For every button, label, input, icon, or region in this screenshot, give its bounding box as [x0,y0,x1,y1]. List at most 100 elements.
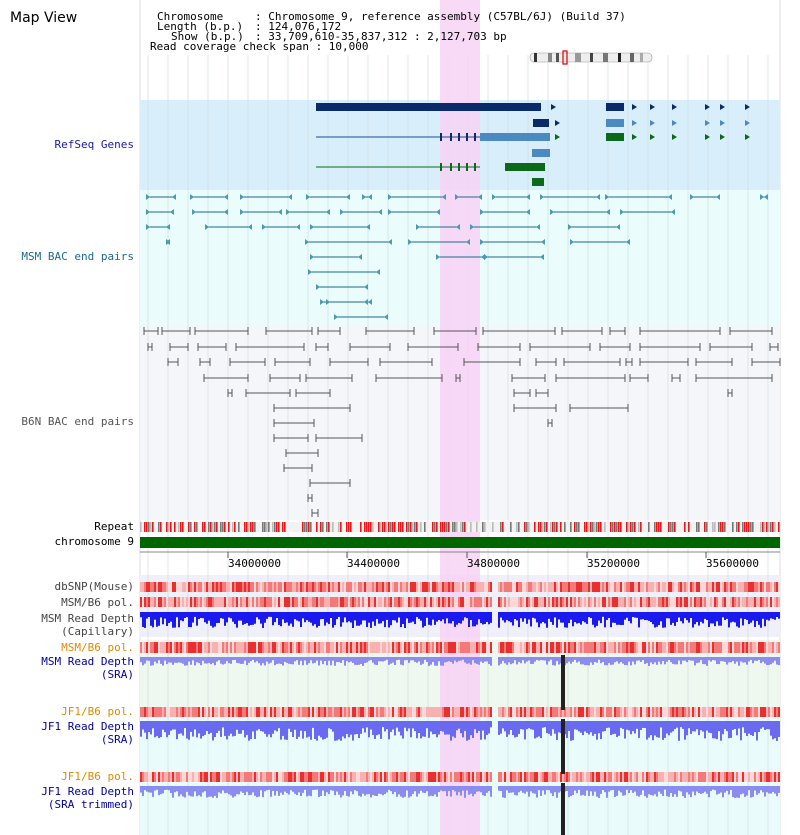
depth-bar [572,612,574,627]
depth-bar [598,612,600,621]
heat-mark [700,597,702,607]
heat-mark [466,597,468,607]
heat-mark [302,707,304,717]
heat-mark [372,642,374,653]
heat-mark [622,642,624,653]
repeat-mark [638,522,640,532]
msm-bac-track-label[interactable]: MSM BAC end pairs [21,250,134,263]
depth-bar [404,657,406,661]
heat-mark [172,597,174,607]
depth-bar [590,721,592,733]
heat-mark [346,597,348,607]
heat-mark [220,642,222,653]
depth-bar [350,786,352,792]
heat-mark [388,707,390,717]
heat-mark [556,582,558,592]
depth-bar [216,612,218,624]
heat-mark [238,642,240,653]
depth-bar [770,786,772,794]
heat-mark [618,597,620,607]
depth-bar [282,612,284,620]
heat-mark [246,642,248,653]
heat-mark [158,642,160,653]
repeat-mark [244,522,246,532]
depth-bar [464,786,466,798]
heat-mark [434,597,436,607]
depth-bar [630,612,632,624]
heat-mark [692,772,694,782]
heat-mark [672,707,674,717]
heat-mark [172,582,174,592]
heat-mark [624,772,626,782]
heat-mark [376,772,378,782]
heat-mark [306,707,308,717]
heat-mark [524,707,526,717]
depth-bar [352,721,354,741]
heat-mark [476,597,478,607]
depth-bar [638,721,640,738]
heat-mark [332,642,334,653]
depth-bar [730,657,732,663]
heat-mark [180,772,182,782]
gene-arrow [632,104,637,110]
heat-mark [530,597,532,607]
heat-mark [410,582,412,592]
heat-mark [746,582,748,592]
heat-mark [498,642,500,653]
heat-mark [330,597,332,607]
depth-bar [770,657,772,665]
heat-mark [562,582,564,592]
heat-mark [218,582,220,592]
heat-mark [772,642,774,653]
depth-bar [272,657,274,661]
depth-peak [561,655,565,710]
heat-mark [260,707,262,717]
heat-mark [148,707,150,717]
depth-bar [532,721,534,730]
heat-mark [632,582,634,592]
heat-mark [228,642,230,653]
repeat-mark [168,522,170,532]
b6n-bac-track-label[interactable]: B6N BAC end pairs [21,415,134,428]
heat-mark [554,597,556,607]
heat-mark [588,772,590,782]
depth-bar [256,612,258,618]
repeat-mark [510,522,512,532]
heat-mark [178,582,180,592]
depth-bar [510,657,512,665]
heat-mark [744,582,746,592]
depth-bar [652,721,654,741]
depth-bar [332,657,334,661]
depth-bar [754,721,756,733]
heat-mark [340,582,342,592]
heat-mark [662,707,664,717]
refseq-track-label[interactable]: RefSeq Genes [54,138,134,151]
bac-end-marker [620,209,624,215]
depth-bar [586,612,588,624]
depth-bar [148,721,150,733]
depth-bar [408,612,410,623]
heat-mark [374,597,376,607]
heat-mark [294,707,296,717]
heat-mark [318,597,320,607]
heat-mark [454,597,456,607]
gene-feature [606,119,624,127]
depth-bar [720,786,722,793]
repeat-mark [272,522,274,532]
heat-mark [428,642,430,653]
heat-mark [316,642,318,653]
repeat-mark [714,522,716,532]
depth-bar [284,657,286,662]
depth-bar [538,612,540,628]
heat-mark [728,772,730,782]
heat-mark [634,642,636,653]
depth-bar [428,721,430,738]
heat-mark [664,707,666,717]
heat-mark [310,597,312,607]
depth-bar [234,721,236,736]
depth-bar [304,786,306,790]
depth-bar [674,657,676,665]
heat-mark [560,582,562,592]
depth-bar [464,612,466,618]
